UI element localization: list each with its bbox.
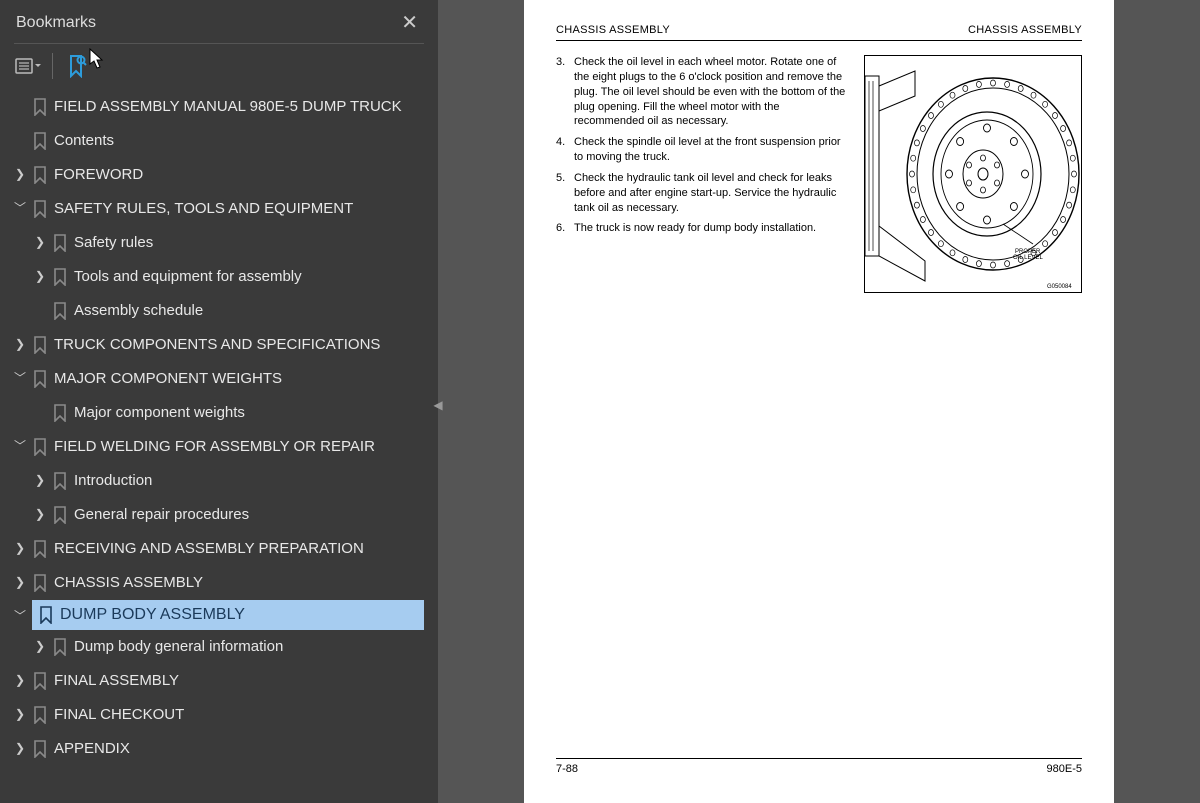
bookmark-item[interactable]: Major component weights	[0, 396, 438, 430]
bookmark-item[interactable]: ﹀ MAJOR COMPONENT WEIGHTS	[0, 362, 438, 396]
bookmark-item[interactable]: ﹀ FIELD WELDING FOR ASSEMBLY OR REPAIR	[0, 430, 438, 464]
step-number: 4.	[556, 135, 574, 165]
bookmark-item[interactable]: ❯ FOREWORD	[0, 158, 438, 192]
bookmark-item[interactable]: ❯ Tools and equipment for assembly	[0, 260, 438, 294]
toolbar-divider	[52, 53, 53, 79]
options-button[interactable]	[14, 52, 42, 80]
bookmark-label: Introduction	[74, 471, 428, 491]
chevron-right-icon[interactable]: ❯	[34, 269, 46, 285]
bookmark-label: Major component weights	[74, 403, 428, 423]
chevron-down-icon[interactable]: ﹀	[14, 371, 26, 387]
bookmark-label: Safety rules	[74, 233, 428, 253]
bookmark-item[interactable]: FIELD ASSEMBLY MANUAL 980E-5 DUMP TRUCK	[0, 90, 438, 124]
chevron-right-icon[interactable]: ❯	[14, 707, 26, 723]
instruction-step: 6.The truck is now ready for dump body i…	[556, 221, 848, 236]
bookmark-label: Assembly schedule	[74, 301, 428, 321]
step-number: 5.	[556, 171, 574, 216]
wheel-motor-figure: PROPER OIL LEVEL G050084	[864, 55, 1082, 293]
chevron-right-icon[interactable]: ❯	[14, 673, 26, 689]
bookmark-label: Contents	[54, 131, 428, 151]
chevron-right-icon[interactable]: ❯	[14, 575, 26, 591]
bookmark-label: FINAL ASSEMBLY	[54, 671, 428, 691]
chevron-right-icon[interactable]: ❯	[34, 235, 46, 251]
bookmark-item[interactable]: ❯ TRUCK COMPONENTS AND SPECIFICATIONS	[0, 328, 438, 362]
bookmark-label: DUMP BODY ASSEMBLY	[60, 606, 245, 624]
chevron-down-icon[interactable]: ﹀	[14, 607, 26, 624]
chevron-right-icon[interactable]: ❯	[14, 741, 26, 757]
document-viewport[interactable]: CHASSIS ASSEMBLY CHASSIS ASSEMBLY 3.Chec…	[438, 0, 1200, 803]
instruction-steps: 3.Check the oil level in each wheel moto…	[556, 55, 848, 293]
bookmarks-panel: Bookmarks ✕ FIELD ASSEMBLY MANUAL	[0, 0, 438, 803]
page-footer: 7-88 980E-5	[556, 758, 1082, 775]
panel-title: Bookmarks	[16, 14, 96, 32]
chevron-right-icon[interactable]: ❯	[14, 541, 26, 557]
step-text: Check the hydraulic tank oil level and c…	[574, 171, 848, 216]
bookmark-label: MAJOR COMPONENT WEIGHTS	[54, 369, 428, 389]
instruction-step: 4.Check the spindle oil level at the fro…	[556, 135, 848, 165]
bookmark-item[interactable]: ❯ Introduction	[0, 464, 438, 498]
bookmark-label: FOREWORD	[54, 165, 428, 185]
figure-label-2: OIL LEVEL	[1013, 255, 1043, 261]
chevron-right-icon[interactable]: ❯	[34, 473, 46, 489]
figure-code: G050084	[1047, 284, 1072, 290]
header-right: CHASSIS ASSEMBLY	[968, 24, 1082, 36]
bookmark-item[interactable]: ﹀ SAFETY RULES, TOOLS AND EQUIPMENT	[0, 192, 438, 226]
bookmark-item[interactable]: ﹀ DUMP BODY ASSEMBLY	[0, 600, 438, 630]
step-number: 6.	[556, 221, 574, 236]
find-bookmark-button[interactable]	[63, 52, 91, 80]
panel-header: Bookmarks ✕	[0, 0, 438, 43]
bookmark-item[interactable]: ❯ FINAL CHECKOUT	[0, 698, 438, 732]
header-left: CHASSIS ASSEMBLY	[556, 24, 670, 36]
bookmark-label: FIELD ASSEMBLY MANUAL 980E-5 DUMP TRUCK	[54, 97, 428, 117]
bookmark-label: FINAL CHECKOUT	[54, 705, 428, 725]
bookmark-label: APPENDIX	[54, 739, 428, 759]
bookmark-label: General repair procedures	[74, 505, 428, 525]
footer-right: 980E-5	[1047, 763, 1082, 775]
bookmark-label: FIELD WELDING FOR ASSEMBLY OR REPAIR	[54, 437, 428, 457]
collapse-handle-icon[interactable]: ◀	[430, 395, 446, 415]
bookmark-item[interactable]: ❯ FINAL ASSEMBLY	[0, 664, 438, 698]
bookmarks-toolbar	[0, 44, 438, 90]
close-icon[interactable]: ✕	[397, 10, 422, 35]
step-text: Check the spindle oil level at the front…	[574, 135, 848, 165]
bookmark-item[interactable]: ❯ APPENDIX	[0, 732, 438, 766]
bookmark-item[interactable]: Assembly schedule	[0, 294, 438, 328]
bookmark-label: Tools and equipment for assembly	[74, 267, 428, 287]
bookmark-label: TRUCK COMPONENTS AND SPECIFICATIONS	[54, 335, 428, 355]
instruction-step: 3.Check the oil level in each wheel moto…	[556, 55, 848, 129]
chevron-right-icon[interactable]: ❯	[14, 167, 26, 183]
cursor-icon	[89, 48, 107, 70]
pdf-page: CHASSIS ASSEMBLY CHASSIS ASSEMBLY 3.Chec…	[524, 0, 1114, 803]
bookmarks-tree: FIELD ASSEMBLY MANUAL 980E-5 DUMP TRUCK C…	[0, 90, 438, 803]
header-rule	[556, 40, 1082, 41]
bookmark-item[interactable]: ❯ RECEIVING AND ASSEMBLY PREPARATION	[0, 532, 438, 566]
chevron-down-icon[interactable]: ﹀	[14, 439, 26, 455]
instruction-step: 5.Check the hydraulic tank oil level and…	[556, 171, 848, 216]
chevron-right-icon[interactable]: ❯	[34, 639, 46, 655]
bookmark-label: CHASSIS ASSEMBLY	[54, 573, 428, 593]
chevron-right-icon[interactable]: ❯	[14, 337, 26, 353]
bookmark-label: RECEIVING AND ASSEMBLY PREPARATION	[54, 539, 428, 559]
step-text: Check the oil level in each wheel motor.…	[574, 55, 848, 129]
footer-left: 7-88	[556, 763, 578, 775]
step-text: The truck is now ready for dump body ins…	[574, 221, 816, 236]
bookmark-item[interactable]: Contents	[0, 124, 438, 158]
bookmark-item[interactable]: ❯ Safety rules	[0, 226, 438, 260]
bookmark-label: SAFETY RULES, TOOLS AND EQUIPMENT	[54, 199, 428, 219]
chevron-down-icon[interactable]: ﹀	[14, 201, 26, 217]
step-number: 3.	[556, 55, 574, 129]
bookmark-item[interactable]: ❯ CHASSIS ASSEMBLY	[0, 566, 438, 600]
bookmark-item[interactable]: ❯ General repair procedures	[0, 498, 438, 532]
page-header: CHASSIS ASSEMBLY CHASSIS ASSEMBLY	[556, 24, 1082, 40]
chevron-right-icon[interactable]: ❯	[34, 507, 46, 523]
bookmark-label: Dump body general information	[74, 637, 428, 657]
bookmark-item[interactable]: ❯ Dump body general information	[0, 630, 438, 664]
